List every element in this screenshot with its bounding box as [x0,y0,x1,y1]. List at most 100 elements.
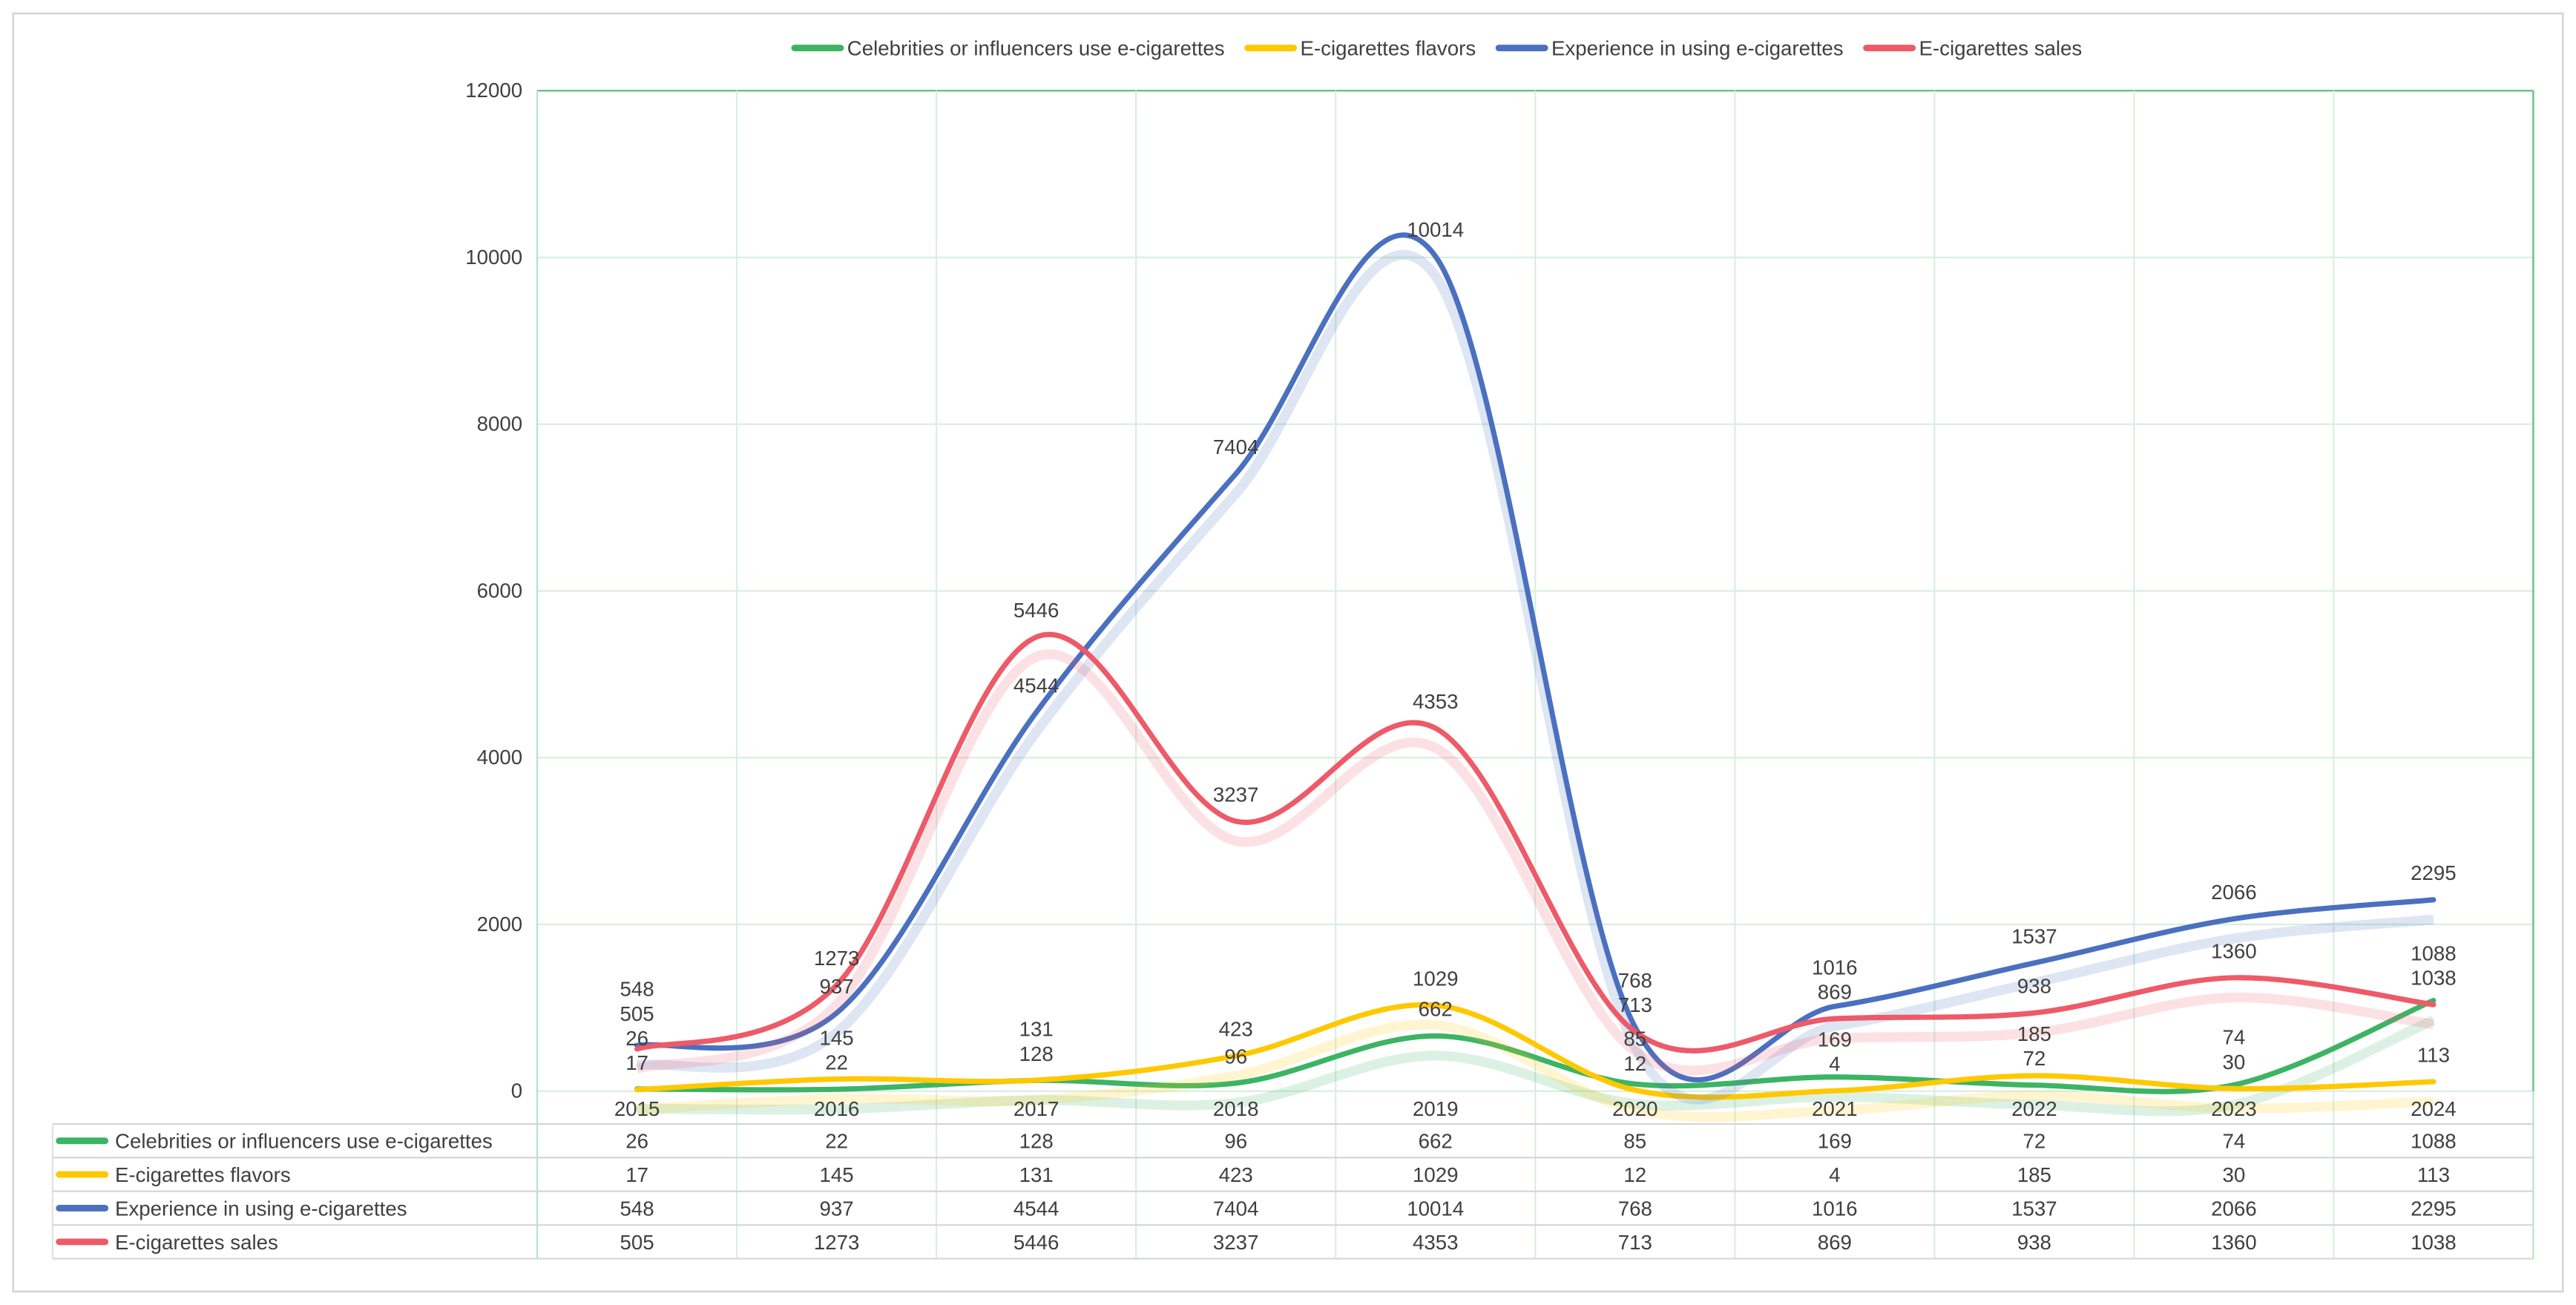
data-label: 7404 [1213,435,1259,458]
data-table: 2015 2016 2017 2018 2019 2020 2021 2022 2023 2024… [51,1097,2534,1260]
data-label: 1360 [2211,939,2257,962]
y-tick-label: 4000 [477,746,523,769]
data-label: 22 [825,1051,848,1074]
grid: 0 2000 4000 6000 8000 10000 12000 [465,79,2534,1259]
table-cell: 1038 [2411,1231,2457,1254]
data-label: 938 [2017,975,2051,998]
legend: Celebrities or influencers use e-cigaret… [791,37,2082,60]
data-label: 131 [1019,1018,1054,1041]
table-cell: 869 [1818,1231,1852,1254]
table-cell: 1273 [814,1231,860,1254]
data-label: 1273 [814,947,860,970]
series-shadow [637,1019,2434,1122]
data-label: 72 [2023,1047,2046,1070]
table-cell: 7404 [1213,1197,1259,1220]
data-label: 937 [820,975,854,998]
table-cell: 113 [2417,1163,2450,1186]
data-label: 96 [1224,1045,1247,1068]
series-line-2 [634,232,2437,1083]
table-cell: 3237 [1213,1231,1259,1254]
table-cell: 713 [1618,1231,1652,1254]
data-label: 3237 [1213,783,1259,806]
table-cell: 145 [820,1163,854,1186]
data-label: 1038 [2411,966,2457,989]
series-line-1 [634,1002,2437,1100]
table-cell: 10014 [1407,1197,1464,1220]
data-label: 1537 [2011,924,2057,947]
legend-item: E-cigarettes sales [1919,37,2082,60]
data-label: 548 [620,978,654,1001]
data-label: 30 [2222,1051,2245,1074]
data-label: 2295 [2411,861,2457,884]
data-label: 1088 [2411,941,2457,964]
table-cell: 1537 [2011,1197,2057,1220]
y-tick-label: 8000 [477,412,523,435]
data-label: 713 [1618,993,1652,1016]
chart-border [12,13,2564,1292]
data-label: 74 [2222,1026,2245,1049]
table-cell: 169 [1818,1130,1852,1153]
table-cell: 938 [2017,1231,2051,1254]
series-shadow [635,649,2434,1076]
table-cell: 4544 [1013,1197,1059,1220]
table-cell: 26 [625,1130,648,1153]
x-tick-label: 2021 [1812,1097,1858,1120]
legend-item: Experience in using e-cigarettes [1551,37,1844,60]
table-cell: 85 [1623,1130,1646,1153]
legend-item: Celebrities or influencers use e-cigaret… [847,37,1225,60]
y-tick-label: 10000 [465,246,522,269]
table-cell: 17 [625,1163,648,1186]
data-label: 869 [1818,980,1852,1003]
data-label: 12 [1623,1052,1646,1075]
data-label: 1016 [1812,956,1858,979]
x-tick-label: 2024 [2411,1097,2457,1120]
table-cell: 2066 [2211,1197,2257,1220]
table-cell: 30 [2222,1163,2245,1186]
table-cell: 128 [1019,1130,1054,1153]
table-cell: 4353 [1413,1231,1459,1254]
table-cell: 1360 [2211,1231,2257,1254]
data-label: 185 [2017,1022,2051,1045]
table-cell: 96 [1224,1130,1247,1153]
data-labels: 1726505548221459371273128131454454469642… [620,218,2457,1076]
data-label: 5446 [1013,599,1059,622]
data-label: 145 [820,1026,854,1049]
x-tick-label: 2015 [614,1097,660,1120]
table-cell: 4 [1829,1163,1840,1186]
table-row-header: Experience in using e-cigarettes [115,1197,407,1220]
table-cell: 1088 [2411,1130,2457,1153]
data-label: 85 [1623,1028,1646,1051]
x-tick-label: 2017 [1013,1097,1059,1120]
data-label: 26 [625,1027,648,1050]
table-cell: 423 [1219,1163,1253,1186]
data-label: 423 [1219,1018,1253,1041]
x-tick-label: 2022 [2011,1097,2057,1120]
data-label: 17 [625,1051,648,1074]
data-label: 4544 [1013,674,1059,697]
table-cell: 5446 [1013,1231,1059,1254]
series-line-0 [634,997,2437,1094]
data-label: 128 [1019,1042,1054,1065]
data-label: 768 [1618,969,1652,992]
legend-item: E-cigarettes flavors [1300,37,1476,60]
x-tick-label: 2023 [2211,1097,2257,1120]
series-group [634,232,2437,1122]
data-label: 4 [1829,1053,1840,1076]
table-cell: 1016 [1812,1197,1858,1220]
table-cell: 548 [620,1197,654,1220]
data-label: 10014 [1407,218,1464,241]
table-row-header: E-cigarettes sales [115,1231,278,1254]
table-cell: 505 [620,1231,654,1254]
table-cell: 74 [2222,1130,2245,1153]
y-tick-label: 12000 [465,79,522,102]
series-shadow [637,1015,2436,1117]
x-tick-label: 2016 [814,1097,860,1120]
x-tick-label: 2019 [1413,1097,1459,1120]
table-cell: 185 [2017,1163,2051,1186]
data-label: 4353 [1413,690,1459,713]
table-cell: 131 [1019,1163,1054,1186]
data-label: 2066 [2211,881,2257,904]
data-label: 113 [2417,1043,2450,1066]
table-row-header: Celebrities or influencers use e-cigaret… [115,1130,493,1153]
